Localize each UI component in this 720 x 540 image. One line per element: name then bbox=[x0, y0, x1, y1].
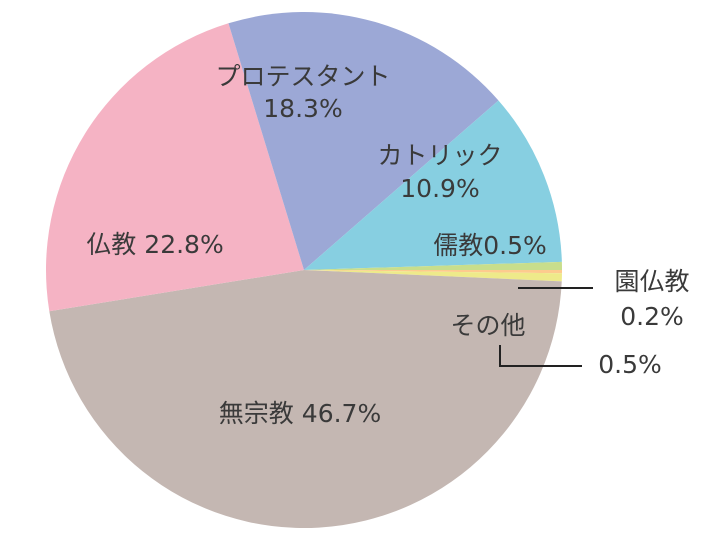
pie bbox=[46, 12, 562, 528]
slice bbox=[304, 270, 562, 282]
category-label: 儒教 bbox=[433, 231, 483, 260]
labels: 園仏教 0.2% その他 0.5% 無宗教 46.7% 仏教 22.8% プロテスタント 18.3… bbox=[86, 62, 689, 428]
category-label: 園仏教 bbox=[614, 267, 689, 296]
category-label: 無宗教 bbox=[219, 399, 294, 428]
slice-label: 無宗教 46.7% bbox=[219, 399, 381, 428]
slice bbox=[49, 270, 562, 528]
value-label: 0.5% bbox=[598, 350, 662, 379]
category-label: カトリック bbox=[377, 141, 502, 170]
slice-label: 仏教 22.8% bbox=[86, 230, 223, 259]
category-label: プロテスタント bbox=[215, 62, 390, 91]
leader-line bbox=[499, 345, 582, 367]
slice bbox=[304, 270, 562, 274]
slice bbox=[46, 23, 304, 312]
slice bbox=[228, 12, 499, 271]
category-label: その他 bbox=[450, 311, 525, 340]
slice bbox=[304, 100, 562, 270]
value-label: 10.9% bbox=[400, 174, 479, 203]
value-label: 22.8% bbox=[144, 230, 223, 259]
slice bbox=[304, 261, 562, 270]
value-label: 0.2% bbox=[620, 302, 684, 331]
slice-label: 儒教0.5% bbox=[433, 231, 547, 260]
value-label: 18.3% bbox=[263, 94, 342, 123]
value-label: 46.7% bbox=[302, 399, 381, 428]
category-label: 仏教 bbox=[86, 230, 136, 259]
value-label: 0.5% bbox=[483, 231, 547, 260]
